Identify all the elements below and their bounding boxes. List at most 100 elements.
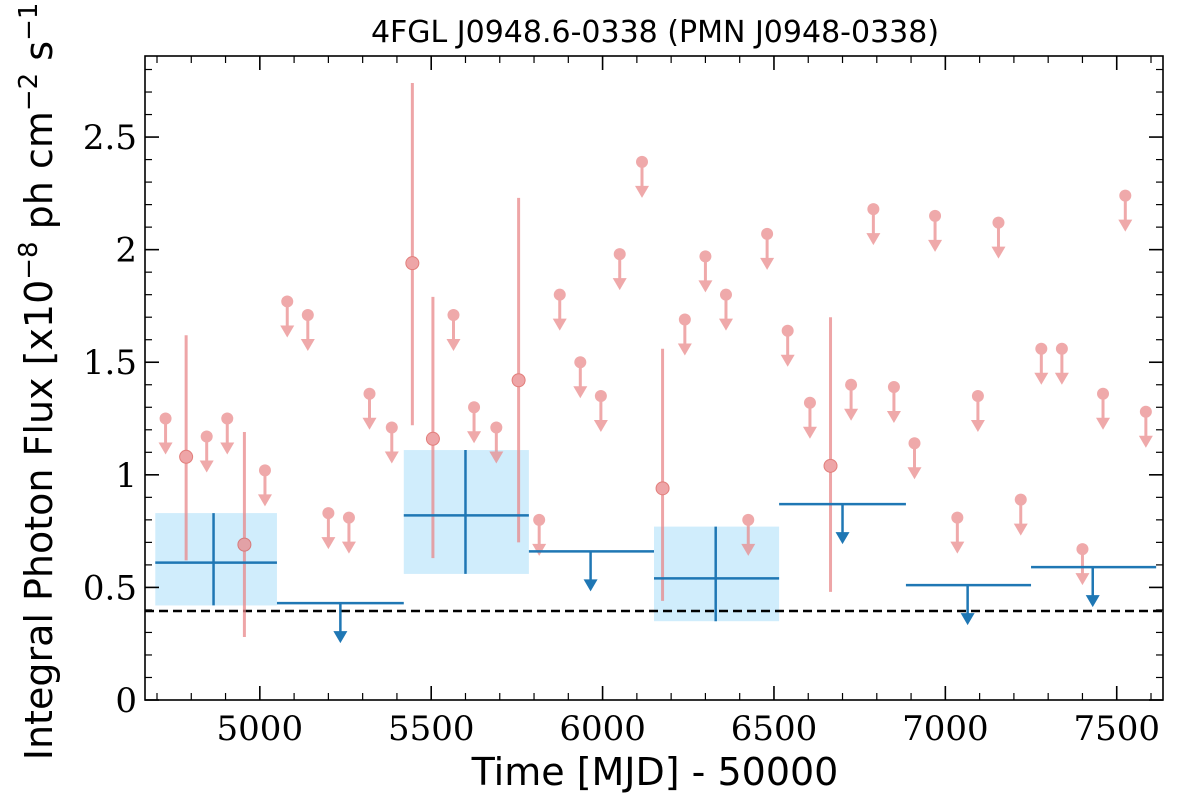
short-bin-upper-limit-17 <box>612 248 627 291</box>
upper-limit-marker <box>1076 543 1089 556</box>
long-bin-upper-limit-2 <box>779 502 906 545</box>
upper-limit-arrow <box>802 426 817 439</box>
short-bin-point-0 <box>179 335 194 561</box>
short-bin-upper-limit-22 <box>741 513 756 556</box>
short-bin-upper-limit-36 <box>1054 342 1069 385</box>
upper-limit-marker <box>363 387 376 400</box>
upper-limit-arrow <box>573 386 588 399</box>
data-marker <box>511 373 526 388</box>
upper-limit-arrow <box>446 338 461 351</box>
short-bin-upper-limit-20 <box>698 250 713 293</box>
x-axis: 5000 5500 6000 6500 7000 7500 <box>156 56 1160 749</box>
upper-limit-arrow <box>780 354 795 367</box>
short-bin-upper-limit-29 <box>907 437 922 480</box>
upper-limit-arrow <box>583 579 598 592</box>
upper-limit-arrow <box>321 537 336 550</box>
upper-limit-marker <box>1097 387 1110 400</box>
y-tick-label: 1.5 <box>83 343 137 383</box>
short-bin-upper-limit-27 <box>866 203 881 246</box>
plot-frame <box>144 55 1164 701</box>
upper-limit-arrow <box>991 246 1006 259</box>
y-tick-label: 2.5 <box>83 118 137 158</box>
y-axis-label: Integral Photon Flux [x10−8 ph cm−2 s−1] <box>14 0 61 760</box>
y-axis-exponent-2: −2 <box>14 73 44 111</box>
short-bin-upper-limit-40 <box>1138 405 1153 448</box>
upper-limit-arrow <box>552 318 567 331</box>
short-bin-upper-limit-24 <box>780 324 795 367</box>
upper-limit-marker <box>845 378 858 391</box>
upper-limit-marker <box>553 288 566 301</box>
short-bin-upper-limit-0 <box>158 412 173 455</box>
data-marker <box>425 431 440 446</box>
upper-limit-arrow <box>970 420 985 433</box>
upper-limit-arrow <box>333 631 348 644</box>
data-marker <box>237 537 252 552</box>
x-tick-label: 7500 <box>1073 709 1160 749</box>
upper-limit-arrow <box>593 420 608 433</box>
upper-limit-marker <box>1139 405 1152 418</box>
upper-limit-arrow <box>1138 435 1153 448</box>
short-bin-upper-limit-32 <box>970 390 985 433</box>
upper-limit-marker <box>761 227 774 240</box>
short-bin-upper-limit-19 <box>677 313 692 356</box>
upper-limit-marker <box>908 437 921 450</box>
x-axis-label: Time [MJD] - 50000 <box>471 750 839 794</box>
short-bin-upper-limit-18 <box>635 155 650 198</box>
short-bin-upper-limit-28 <box>886 381 901 424</box>
upper-limit-arrow <box>1096 417 1111 430</box>
short-bin-upper-limit-4 <box>280 295 295 338</box>
short-bin-upper-limit-14 <box>552 288 567 331</box>
upper-limit-marker <box>594 390 607 403</box>
y-axis-exponent-3: −1 <box>14 3 44 41</box>
upper-limit-marker <box>490 421 503 434</box>
upper-limit-marker <box>971 390 984 403</box>
upper-limit-arrow <box>1034 372 1049 385</box>
upper-limit-arrow <box>199 460 214 473</box>
short-bin-upper-limit-23 <box>760 227 775 270</box>
plot-area <box>145 83 1163 644</box>
y-tick-label: 0.5 <box>83 568 137 608</box>
upper-limit-marker <box>781 324 794 337</box>
data-marker <box>179 449 194 464</box>
y-tick-label: 0 <box>115 681 137 721</box>
upper-limit-arrow <box>158 442 173 455</box>
upper-limit-arrow <box>886 411 901 424</box>
upper-limit-arrow <box>467 431 482 444</box>
upper-limit-marker <box>1119 189 1132 202</box>
upper-limit-marker <box>200 430 213 443</box>
upper-limit-arrow <box>928 239 943 252</box>
short-bin-upper-limit-3 <box>257 464 272 507</box>
upper-limit-arrow <box>950 541 965 554</box>
upper-limit-arrow <box>741 543 756 556</box>
upper-limit-marker <box>719 288 732 301</box>
long-bin-point-0 <box>155 513 277 606</box>
short-bin-upper-limit-39 <box>1118 189 1133 232</box>
upper-limit-marker <box>929 209 942 222</box>
short-bin-point-4 <box>511 197 526 543</box>
short-bin-upper-limit-31 <box>950 511 965 554</box>
upper-limit-marker <box>887 381 900 394</box>
upper-limit-marker <box>803 396 816 409</box>
x-tick-label: 6000 <box>559 709 646 749</box>
upper-limit-arrow <box>220 442 235 455</box>
upper-limit-arrow <box>257 494 272 507</box>
long-bin-point-2 <box>654 526 780 622</box>
short-bin-upper-limit-9 <box>384 421 399 464</box>
upper-limit-marker <box>574 356 587 369</box>
data-marker <box>823 458 838 473</box>
long-bin-upper-limit-4 <box>1031 565 1157 608</box>
short-bin-upper-limit-34 <box>1013 493 1028 536</box>
short-bin-upper-limit-7 <box>341 511 356 554</box>
data-marker <box>405 256 420 271</box>
upper-limit-arrow <box>907 467 922 480</box>
upper-limit-marker <box>281 295 294 308</box>
chart-title: 4FGL J0948.6-0338 (PMN J0948-0338) <box>371 15 939 50</box>
short-bin-upper-limit-25 <box>802 396 817 439</box>
upper-limit-marker <box>678 313 691 326</box>
short-bin-upper-limit-35 <box>1034 342 1049 385</box>
long-bin-band-0 <box>155 513 277 606</box>
short-bin-upper-limit-12 <box>489 421 504 464</box>
upper-limit-marker <box>342 511 355 524</box>
y-axis-exponent-1: −8 <box>14 241 44 279</box>
